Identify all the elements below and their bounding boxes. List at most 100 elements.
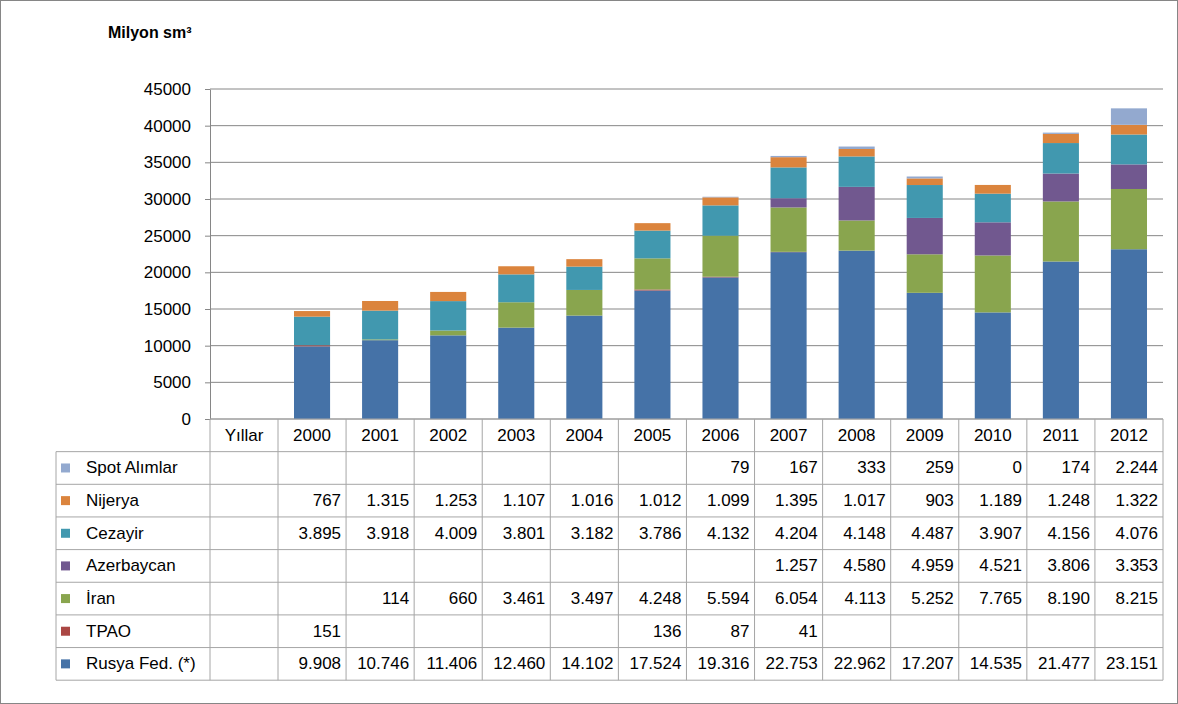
data-label: 17.524 xyxy=(629,654,681,673)
y-tick-label: 45000 xyxy=(144,80,191,99)
data-label: 3.806 xyxy=(1047,556,1090,575)
data-label: 5.594 xyxy=(707,589,750,608)
bar xyxy=(294,317,330,346)
data-label: 4.580 xyxy=(843,556,886,575)
table-line xyxy=(56,516,1163,517)
chart: Milyon sm³050001000015000200002500030000… xyxy=(0,0,1178,704)
bar xyxy=(907,177,943,179)
bar xyxy=(498,302,534,327)
chart-border xyxy=(1,1,1178,704)
bar xyxy=(1043,262,1079,419)
data-label: 23.151 xyxy=(1106,654,1158,673)
x-tick-label: 2003 xyxy=(497,426,535,445)
bar xyxy=(702,277,738,419)
legend-label: İran xyxy=(86,589,115,608)
bar xyxy=(975,194,1011,223)
bar xyxy=(430,301,466,330)
data-label: 9.908 xyxy=(299,654,342,673)
grid xyxy=(210,89,1163,419)
table-line xyxy=(56,582,1163,583)
y-tick-label: 40000 xyxy=(144,117,191,136)
bar xyxy=(771,156,807,157)
y-tick-mark xyxy=(205,162,210,163)
table-line xyxy=(414,419,415,680)
data-label: 79 xyxy=(731,458,750,477)
y-tick: 5000 xyxy=(153,373,210,392)
y-tick: 45000 xyxy=(144,80,210,99)
bar xyxy=(907,185,943,218)
data-label: 4.521 xyxy=(979,556,1022,575)
bar xyxy=(975,222,1011,255)
data-label: 903 xyxy=(925,491,953,510)
y-tick: 40000 xyxy=(144,117,210,136)
data-label: 1.107 xyxy=(503,491,546,510)
data-label: 8.215 xyxy=(1115,589,1158,608)
x-tick-label: 2002 xyxy=(429,426,467,445)
bar xyxy=(294,346,330,419)
data-label: 1.189 xyxy=(979,491,1022,510)
bar xyxy=(839,187,875,221)
y-tick-mark xyxy=(205,272,210,273)
grid-line xyxy=(210,309,1163,310)
bar xyxy=(430,335,466,419)
x-tick-label: 2006 xyxy=(702,426,740,445)
table-line xyxy=(686,419,687,680)
data-label: 4.204 xyxy=(775,524,818,543)
data-label: 136 xyxy=(653,622,681,641)
data-label: 1.012 xyxy=(639,491,682,510)
grid-line xyxy=(210,125,1163,126)
series-bars xyxy=(702,108,1147,197)
series-bars xyxy=(362,189,1147,340)
bar xyxy=(566,290,602,316)
data-label: 17.207 xyxy=(902,654,954,673)
y-tick-label: 10000 xyxy=(144,337,191,356)
data-table: Yıllar2000200120022003200420052006200720… xyxy=(56,419,1163,680)
data-label: 14.102 xyxy=(561,654,613,673)
y-tick-label: 5000 xyxy=(153,373,191,392)
data-label: 5.252 xyxy=(911,589,954,608)
data-label: 8.190 xyxy=(1047,589,1090,608)
data-label: 4.076 xyxy=(1115,524,1158,543)
data-label: 259 xyxy=(925,458,953,477)
table-line xyxy=(278,419,279,680)
bar xyxy=(1111,135,1147,165)
data-label: 4.132 xyxy=(707,524,750,543)
y-tick-mark xyxy=(205,419,210,420)
bar xyxy=(294,345,330,346)
data-label: 7.765 xyxy=(979,589,1022,608)
legend-label: TPAO xyxy=(86,622,131,641)
bar xyxy=(975,184,1011,185)
bar xyxy=(566,267,602,290)
y-tick: 0 xyxy=(182,410,210,429)
x-tick-label: 2001 xyxy=(361,426,399,445)
table-line xyxy=(346,419,347,680)
bar xyxy=(771,207,807,251)
data-label: 1.248 xyxy=(1047,491,1090,510)
y-tick-mark xyxy=(205,126,210,127)
data-label: 21.477 xyxy=(1038,654,1090,673)
y-tick: 10000 xyxy=(144,337,210,356)
legend-key xyxy=(61,659,70,668)
table-line xyxy=(56,452,57,681)
data-label: 114 xyxy=(382,589,409,608)
data-label: 1.322 xyxy=(1115,491,1158,510)
x-tick-label: 2007 xyxy=(770,426,808,445)
table-line xyxy=(1026,419,1027,680)
data-label: 3.895 xyxy=(299,524,342,543)
bar xyxy=(975,185,1011,194)
data-label: 1.253 xyxy=(435,491,478,510)
bar xyxy=(294,311,330,317)
x-tick-label: 2012 xyxy=(1110,426,1148,445)
bar xyxy=(1043,133,1079,134)
y-tick: 35000 xyxy=(144,153,210,172)
data-label: 11.406 xyxy=(426,654,477,673)
bar xyxy=(634,258,670,289)
table-line xyxy=(754,419,755,680)
data-label: 660 xyxy=(449,589,477,608)
legend-key xyxy=(61,627,70,636)
x-tick-label: 2004 xyxy=(565,426,603,445)
y-axis: 0500010000150002000025000300003500040000… xyxy=(144,80,211,429)
grid-line xyxy=(210,382,1163,383)
bar xyxy=(1111,125,1147,135)
grid-line xyxy=(210,272,1163,273)
